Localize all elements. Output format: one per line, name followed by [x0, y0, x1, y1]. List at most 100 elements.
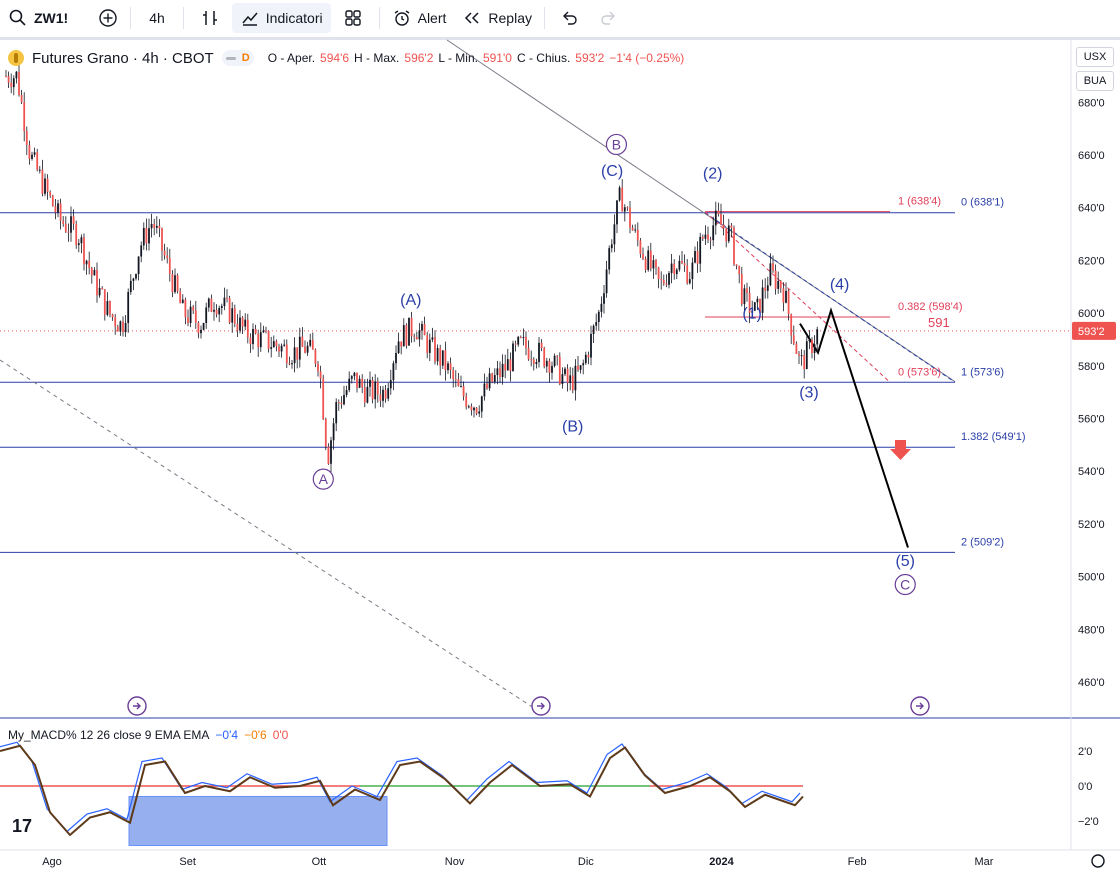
candle-body — [556, 355, 559, 357]
candle-body — [51, 195, 54, 207]
candle-body — [582, 363, 585, 366]
replay-button[interactable]: Replay — [454, 3, 540, 33]
candle-body — [317, 363, 319, 372]
wave-labels-layer: (C) (2) (A) (1) (4) (B) (3) (5) B A C 1 (638'4) 0 (6… — [127, 133, 1025, 716]
macd-legend: My_MACD% 12 26 close 9 EMA EMA −0'4 −0'6… — [8, 728, 288, 742]
candle-body — [194, 310, 197, 323]
candle-body — [423, 324, 426, 336]
candle-body — [145, 227, 148, 244]
price-tick-label: 460'0 — [1078, 677, 1105, 689]
indicators-icon — [242, 12, 258, 26]
circled-wave-marker — [312, 468, 334, 490]
time-tick-label: Ott — [312, 856, 327, 868]
candle-body — [335, 402, 338, 424]
toolbar-divider — [130, 7, 132, 29]
price-tick-label: 680'0 — [1078, 97, 1105, 109]
candle-body — [644, 258, 647, 270]
settings-gear-icon[interactable] — [1091, 854, 1105, 868]
candle-body — [116, 326, 119, 332]
fib-level-label: 1.382 (549'1) — [961, 431, 1025, 443]
candle-body — [766, 285, 769, 291]
candle-body — [816, 329, 819, 345]
candle-body — [163, 250, 166, 256]
redo-button[interactable] — [589, 3, 629, 33]
candle-body — [527, 348, 530, 360]
layouts-button[interactable] — [331, 3, 375, 33]
candle-body — [486, 383, 488, 389]
candle-body — [205, 307, 208, 323]
candle-body — [668, 273, 670, 285]
candle-body — [691, 262, 694, 280]
time-tick-label: Nov — [445, 856, 465, 868]
macd-pane: 2'0 0'0 −2'0 17 — [0, 741, 1099, 846]
interval-button[interactable]: 4h — [135, 3, 179, 33]
candle-body — [31, 154, 33, 159]
candle-body — [176, 275, 179, 292]
candle-body — [470, 406, 473, 411]
candle-body — [452, 370, 455, 380]
candle-body — [319, 371, 322, 379]
candle-body — [561, 374, 564, 385]
close-value: 593'2 — [575, 51, 605, 65]
price-tick-label: 580'0 — [1078, 361, 1105, 373]
candle-body — [426, 335, 429, 353]
candle-body — [382, 389, 384, 401]
open-value: 594'6 — [320, 51, 350, 65]
currency-toggle[interactable]: USX — [1076, 47, 1114, 67]
candle-body — [171, 274, 174, 293]
arrow-right-icon — [916, 702, 924, 710]
replay-label: Replay — [488, 10, 532, 26]
candle-body — [85, 260, 88, 265]
candle-body — [18, 71, 20, 96]
candle-body — [447, 363, 449, 371]
price-tick-label: 500'0 — [1078, 572, 1105, 584]
candle-body — [605, 269, 608, 294]
candle-body — [291, 363, 293, 365]
candle-body — [704, 234, 707, 239]
candle-body — [553, 355, 556, 366]
candle-body — [805, 341, 808, 370]
candle-body — [761, 287, 764, 313]
candle-body — [67, 231, 70, 233]
candle-body — [392, 363, 395, 381]
wave-label: (5) — [895, 553, 915, 570]
price-tick-label: 640'0 — [1078, 203, 1105, 215]
candle-body — [779, 280, 782, 289]
candle-body — [488, 373, 491, 389]
indicators-button[interactable]: Indicatori — [231, 3, 331, 33]
candle-body — [675, 269, 678, 275]
candle-body — [103, 289, 106, 315]
candle-body — [699, 236, 702, 264]
undo-button[interactable] — [549, 3, 589, 33]
chart-type-button[interactable] — [188, 3, 232, 33]
price-tick-label: 560'0 — [1078, 414, 1105, 426]
candle-body — [215, 309, 218, 315]
symbol-search[interactable]: ZW1! — [0, 3, 76, 33]
compare-button[interactable] — [90, 3, 126, 33]
alert-button[interactable]: Alert — [384, 3, 455, 33]
candle-body — [714, 210, 717, 226]
candle-body — [192, 306, 195, 311]
candle-body — [285, 344, 288, 364]
candle-body — [62, 220, 65, 225]
candle-body — [587, 354, 590, 358]
candle-body — [475, 407, 478, 414]
candle-body — [774, 270, 777, 289]
candle-body — [530, 359, 533, 361]
candle-body — [499, 368, 501, 378]
candle-body — [119, 321, 122, 332]
time-tick-label: Dic — [578, 856, 594, 868]
candle-body — [236, 323, 239, 331]
candle-body — [740, 273, 743, 305]
candle-body — [111, 314, 114, 318]
market-status-pill[interactable]: D — [221, 50, 254, 66]
candle-body — [415, 337, 418, 340]
candle-body — [621, 187, 624, 212]
price-tick-label: 480'0 — [1078, 624, 1105, 636]
candle-body — [686, 265, 689, 284]
candle-body — [233, 308, 236, 324]
unit-toggle[interactable]: BUA — [1076, 71, 1114, 91]
candle-body — [592, 325, 595, 334]
candle-body — [772, 263, 774, 271]
